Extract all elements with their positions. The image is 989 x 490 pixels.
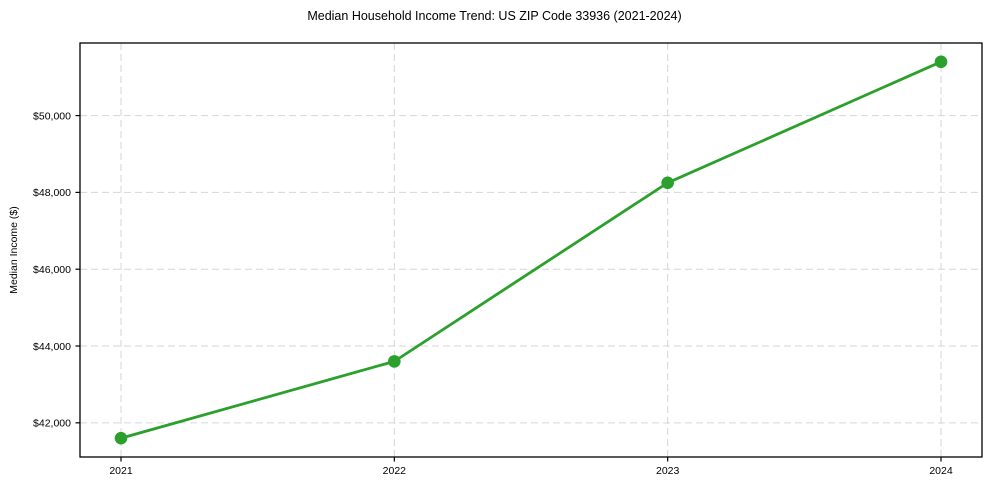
y-tick-label: $44,000 xyxy=(33,341,71,353)
data-point-marker xyxy=(934,55,948,69)
x-tick-label: 2024 xyxy=(929,465,953,477)
data-point-marker xyxy=(114,431,128,445)
y-tick-label: $46,000 xyxy=(33,264,71,276)
axes-spines xyxy=(79,42,983,458)
data-point-marker xyxy=(388,355,401,368)
y-tick-label: $50,000 xyxy=(33,110,71,122)
income-trend-line xyxy=(119,60,943,440)
x-tick-label: 2021 xyxy=(109,465,133,477)
chart-title: Median Household Income Trend: US ZIP Co… xyxy=(307,9,682,23)
data-point-marker xyxy=(661,176,674,190)
x-tick-label: 2022 xyxy=(383,465,407,477)
y-tick-label: $48,000 xyxy=(33,187,71,199)
x-tick-label: 2023 xyxy=(656,465,680,477)
y-tick-label: $42,000 xyxy=(33,418,71,430)
